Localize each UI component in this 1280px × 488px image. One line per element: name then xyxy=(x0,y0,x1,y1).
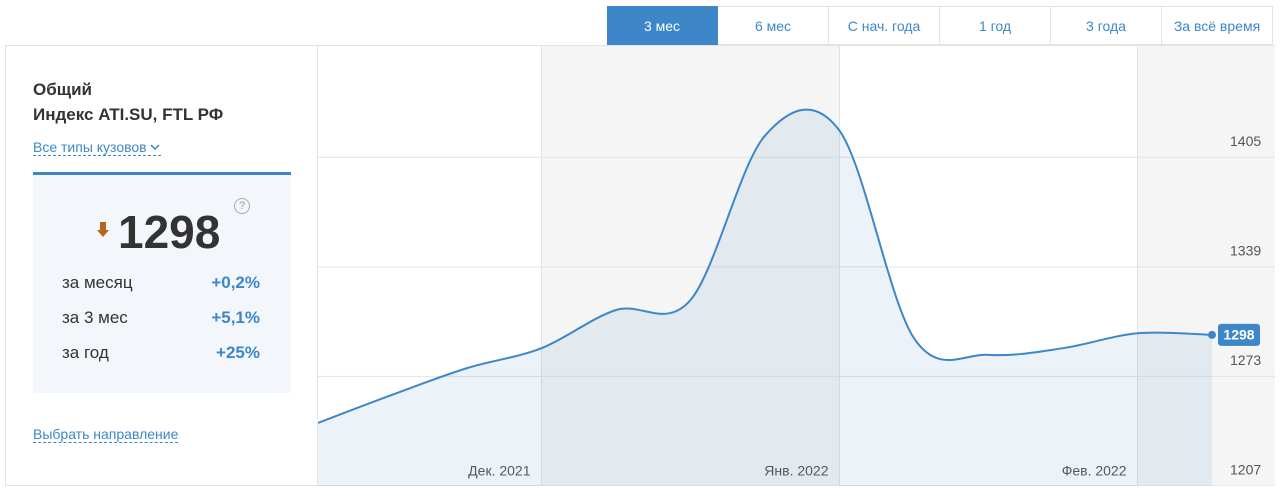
line xyxy=(318,108,1213,424)
x-tick-label: Янв. 2022 xyxy=(764,463,828,479)
period-tab[interactable]: 1 год xyxy=(940,6,1051,45)
stat-value: +0,2% xyxy=(211,273,260,292)
y-tick-label: 1339 xyxy=(1230,243,1261,259)
stat-row: за год +25% xyxy=(62,343,260,363)
stat-row: за месяц +0,2% xyxy=(62,273,260,293)
period-tab[interactable]: С нач. года xyxy=(829,6,940,45)
value-badge xyxy=(1218,323,1260,346)
down-arrow xyxy=(97,222,109,237)
period-tab[interactable]: За всё время xyxy=(1162,6,1273,45)
area xyxy=(318,109,1212,486)
shaded-band xyxy=(541,46,840,486)
stat-label: за месяц xyxy=(62,273,133,292)
index-card: 1298 ? за месяц +0,2% за 3 мес +5,1% за год +… xyxy=(33,172,291,393)
y-tick-label: 1273 xyxy=(1230,352,1261,368)
stat-row: за 3 мес +5,1% xyxy=(62,308,260,328)
chevron xyxy=(150,144,160,151)
panel-title: Общий xyxy=(33,80,92,99)
index-value: 1298 xyxy=(118,206,221,258)
link-text: Все типы кузовов xyxy=(33,139,147,155)
body-type-link[interactable]: Все типы кузовов xyxy=(33,139,161,156)
y-tick-label: 1207 xyxy=(1230,462,1261,478)
stat-label: за 3 мес xyxy=(62,308,128,327)
last-point xyxy=(1208,330,1216,339)
y-tick-label: 1405 xyxy=(1230,133,1261,149)
x-tick-label: Фев. 2022 xyxy=(1062,463,1127,479)
direction-link[interactable]: Выбрать направление xyxy=(33,426,179,443)
index-panel: Общий Индекс ATI.SU, FTL РФ Все типы куз… xyxy=(5,45,318,486)
shaded-band xyxy=(1137,46,1275,486)
period-tab[interactable]: 3 года xyxy=(1051,6,1162,45)
period-tabs: 3 мес 6 мес С нач. года 1 год 3 года За всё в… xyxy=(607,6,1273,45)
value-badge-label: 1298 xyxy=(1223,327,1254,343)
period-tab[interactable]: 6 мес xyxy=(718,6,829,45)
period-tab[interactable]: 3 мес xyxy=(607,6,718,45)
stat-label: за год xyxy=(62,343,109,362)
stat-value: +25% xyxy=(216,343,260,362)
help-icon[interactable]: ? xyxy=(234,198,250,214)
chart: 1207 1273 1339 1405 Дек. 2021 Янв. 2022 Фев. 2… xyxy=(318,46,1275,486)
x-tick-label: Дек. 2021 xyxy=(468,463,531,479)
panel-subtitle: Индекс ATI.SU, FTL РФ xyxy=(33,105,224,124)
stat-value: +5,1% xyxy=(211,308,260,327)
